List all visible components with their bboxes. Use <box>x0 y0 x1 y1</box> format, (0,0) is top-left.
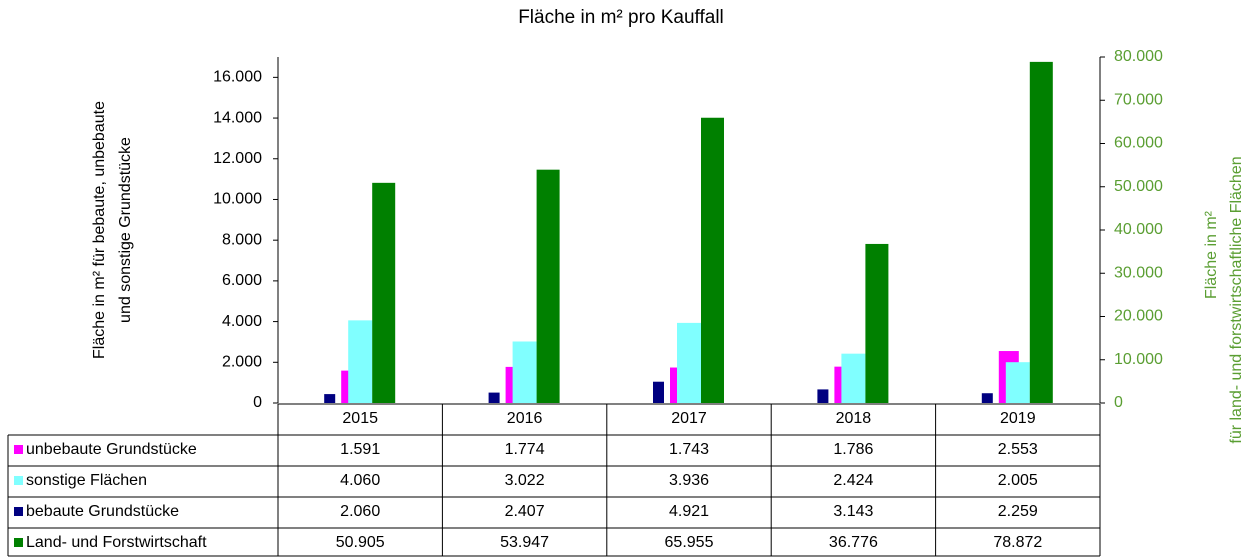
y-tick-label: 10.000 <box>213 191 262 208</box>
y2-tick-label: 70.000 <box>1114 91 1163 108</box>
table-value: 1.786 <box>833 441 873 458</box>
y2-tick-label: 40.000 <box>1114 221 1163 238</box>
y2-tick-label: 20.000 <box>1114 308 1163 325</box>
bar <box>677 322 701 403</box>
bar <box>653 381 664 403</box>
y-tick-label: 4.000 <box>222 313 262 330</box>
x-tick-label: 2015 <box>342 410 378 427</box>
legend-swatch <box>14 507 23 516</box>
x-tick-label: 2018 <box>836 410 872 427</box>
bar <box>488 392 500 403</box>
legend-label: bebaute Grundstücke <box>26 503 179 520</box>
bar <box>536 169 560 403</box>
bar <box>324 394 336 403</box>
y-tick-label: 12.000 <box>213 150 262 167</box>
bar <box>348 320 373 403</box>
x-tick-label: 2016 <box>507 410 543 427</box>
table-value: 1.774 <box>505 441 545 458</box>
x-tick-label: 2017 <box>671 410 707 427</box>
y2-axis-title: Fläche in m² <box>1203 210 1220 299</box>
bar <box>1005 362 1030 403</box>
table-value: 2.553 <box>998 441 1038 458</box>
y-tick-label: 6.000 <box>222 272 262 289</box>
table-value: 53.947 <box>500 534 549 551</box>
table-value: 1.591 <box>340 441 380 458</box>
bar <box>817 389 829 403</box>
y2-tick-label: 50.000 <box>1114 178 1163 195</box>
legend-label: unbebaute Grundstücke <box>26 441 197 458</box>
y-axis-title: und sonstige Grundstücke <box>117 137 134 323</box>
bar <box>1029 61 1053 403</box>
y2-tick-label: 30.000 <box>1114 264 1163 281</box>
table-value: 1.743 <box>669 441 709 458</box>
y2-axis-title: für land- und forstwirtschaftliche Fläch… <box>1228 156 1243 443</box>
y2-tick-label: 80.000 <box>1114 48 1163 65</box>
y2-tick-label: 0 <box>1114 394 1123 411</box>
legend-label: Land- und Forstwirtschaft <box>26 534 207 551</box>
table-value: 65.955 <box>665 534 714 551</box>
table-value: 2.259 <box>998 503 1038 520</box>
table-value: 3.022 <box>505 472 545 489</box>
y2-tick-label: 60.000 <box>1114 135 1163 152</box>
table-value: 3.936 <box>669 472 709 489</box>
bar <box>512 341 537 403</box>
table-value: 2.060 <box>340 503 380 520</box>
legend-swatch <box>14 538 23 547</box>
table-value: 4.060 <box>340 472 380 489</box>
y-tick-label: 8.000 <box>222 231 262 248</box>
y-tick-label: 0 <box>253 394 262 411</box>
chart-title: Fläche in m² pro Kauffall <box>518 7 724 28</box>
y-tick-label: 2.000 <box>222 354 262 371</box>
legend-swatch <box>14 445 23 454</box>
table-value: 4.921 <box>669 503 709 520</box>
y-tick-label: 16.000 <box>213 69 262 86</box>
table-value: 50.905 <box>336 534 385 551</box>
table-value: 36.776 <box>829 534 878 551</box>
bar <box>701 117 724 403</box>
y-tick-label: 14.000 <box>213 109 262 126</box>
bar <box>372 182 396 403</box>
bar <box>865 243 889 403</box>
table-value: 2.407 <box>505 503 545 520</box>
bar <box>981 393 993 403</box>
legend-label: sonstige Flächen <box>26 472 147 489</box>
legend-swatch <box>14 476 23 485</box>
table-value: 2.005 <box>998 472 1038 489</box>
x-tick-label: 2019 <box>1000 410 1036 427</box>
bar <box>841 353 866 403</box>
y-axis-title: Fläche in m² für bebaute, unbebaute <box>91 101 108 359</box>
y2-tick-label: 10.000 <box>1114 351 1163 368</box>
table-value: 3.143 <box>833 503 873 520</box>
table-value: 78.872 <box>993 534 1042 551</box>
table-value: 2.424 <box>833 472 873 489</box>
